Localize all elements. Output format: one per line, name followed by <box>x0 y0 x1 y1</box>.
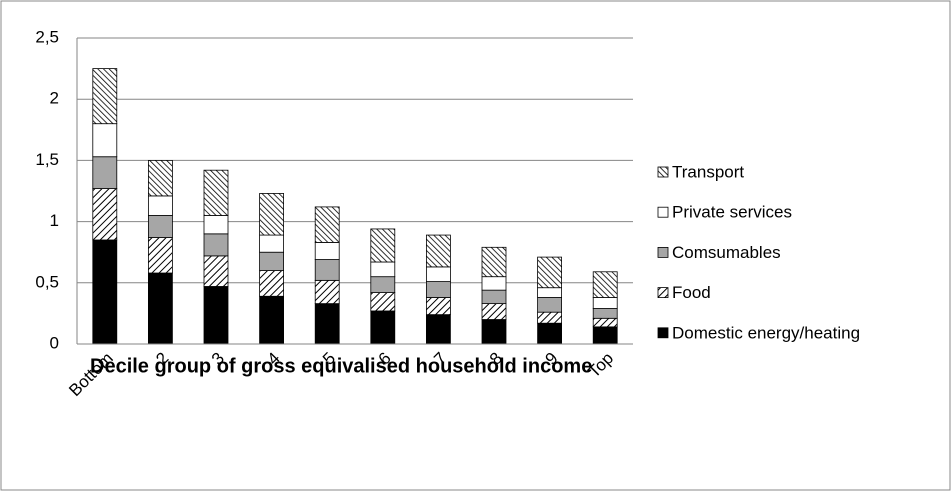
bar-segment <box>481 303 507 320</box>
legend-label: Domestic energy/heating <box>672 323 860 342</box>
bar-segment <box>537 287 562 298</box>
y-tick-label: 0,5 <box>35 272 59 291</box>
bar-segment <box>537 256 562 289</box>
y-tick-label: 2,5 <box>35 27 59 46</box>
bar-segment <box>425 234 451 268</box>
bar-segment <box>147 215 173 238</box>
bar-segment <box>92 239 118 345</box>
bar-segment <box>481 246 507 278</box>
bar-segment <box>92 188 118 241</box>
legend-label: Food <box>672 283 711 302</box>
y-tick-label: 0 <box>50 333 59 352</box>
bar-segment <box>537 297 562 313</box>
bar-segment <box>147 159 173 197</box>
bar-segment <box>370 261 396 278</box>
bar-segment <box>537 311 562 324</box>
bar-segment <box>259 270 285 297</box>
bar-segment <box>92 123 118 158</box>
bar-segment <box>481 289 507 305</box>
y-tick-label: 1,5 <box>35 150 59 169</box>
bar-segment <box>314 303 340 345</box>
bar-segment <box>314 259 340 281</box>
bar-segment <box>537 322 562 345</box>
legend-swatch <box>657 246 669 258</box>
bar-segment <box>147 237 173 274</box>
bar-segment <box>481 319 507 345</box>
bar-segment <box>370 276 396 293</box>
bar-segment <box>92 68 118 125</box>
bar-segment <box>203 169 229 216</box>
legend-label: Comsumables <box>672 243 781 262</box>
bar-segment <box>147 195 173 216</box>
bar-segment <box>592 317 618 328</box>
bar-segment <box>481 276 507 291</box>
bar-segment <box>203 215 229 235</box>
legend-swatch <box>657 166 669 178</box>
bar-segment <box>425 314 451 345</box>
bar-segment <box>259 234 285 253</box>
bar-segment <box>203 233 229 257</box>
y-tick-label: 2 <box>50 89 59 108</box>
y-tick-label: 1 <box>50 211 59 230</box>
bar-segment <box>370 310 396 345</box>
legend-swatch <box>657 287 669 299</box>
bar-segment <box>370 228 396 263</box>
bar-segment <box>92 156 118 189</box>
bar-segment <box>147 272 173 345</box>
bar-segment <box>314 279 340 305</box>
bar-segment <box>259 251 285 271</box>
bar-segment <box>592 297 618 309</box>
bar-segment <box>592 271 618 298</box>
bar-segment <box>425 281 451 298</box>
bar-segment <box>425 297 451 316</box>
legend-label: Transport <box>672 162 744 181</box>
legend-swatch <box>657 327 669 339</box>
bar-segment <box>314 206 340 243</box>
legend-swatch <box>657 206 669 218</box>
bar-segment <box>259 193 285 236</box>
bar-segment <box>203 286 229 345</box>
x-axis-title: Decile group of gross equivalised househ… <box>90 355 592 377</box>
bar-segment <box>370 292 396 312</box>
bar-segment <box>314 242 340 260</box>
legend-label: Private services <box>672 203 792 222</box>
bar-segment <box>592 326 618 345</box>
bar-segment <box>592 308 618 319</box>
bar-segment <box>425 266 451 282</box>
bar-segment <box>259 295 285 345</box>
bar-segment <box>203 255 229 287</box>
